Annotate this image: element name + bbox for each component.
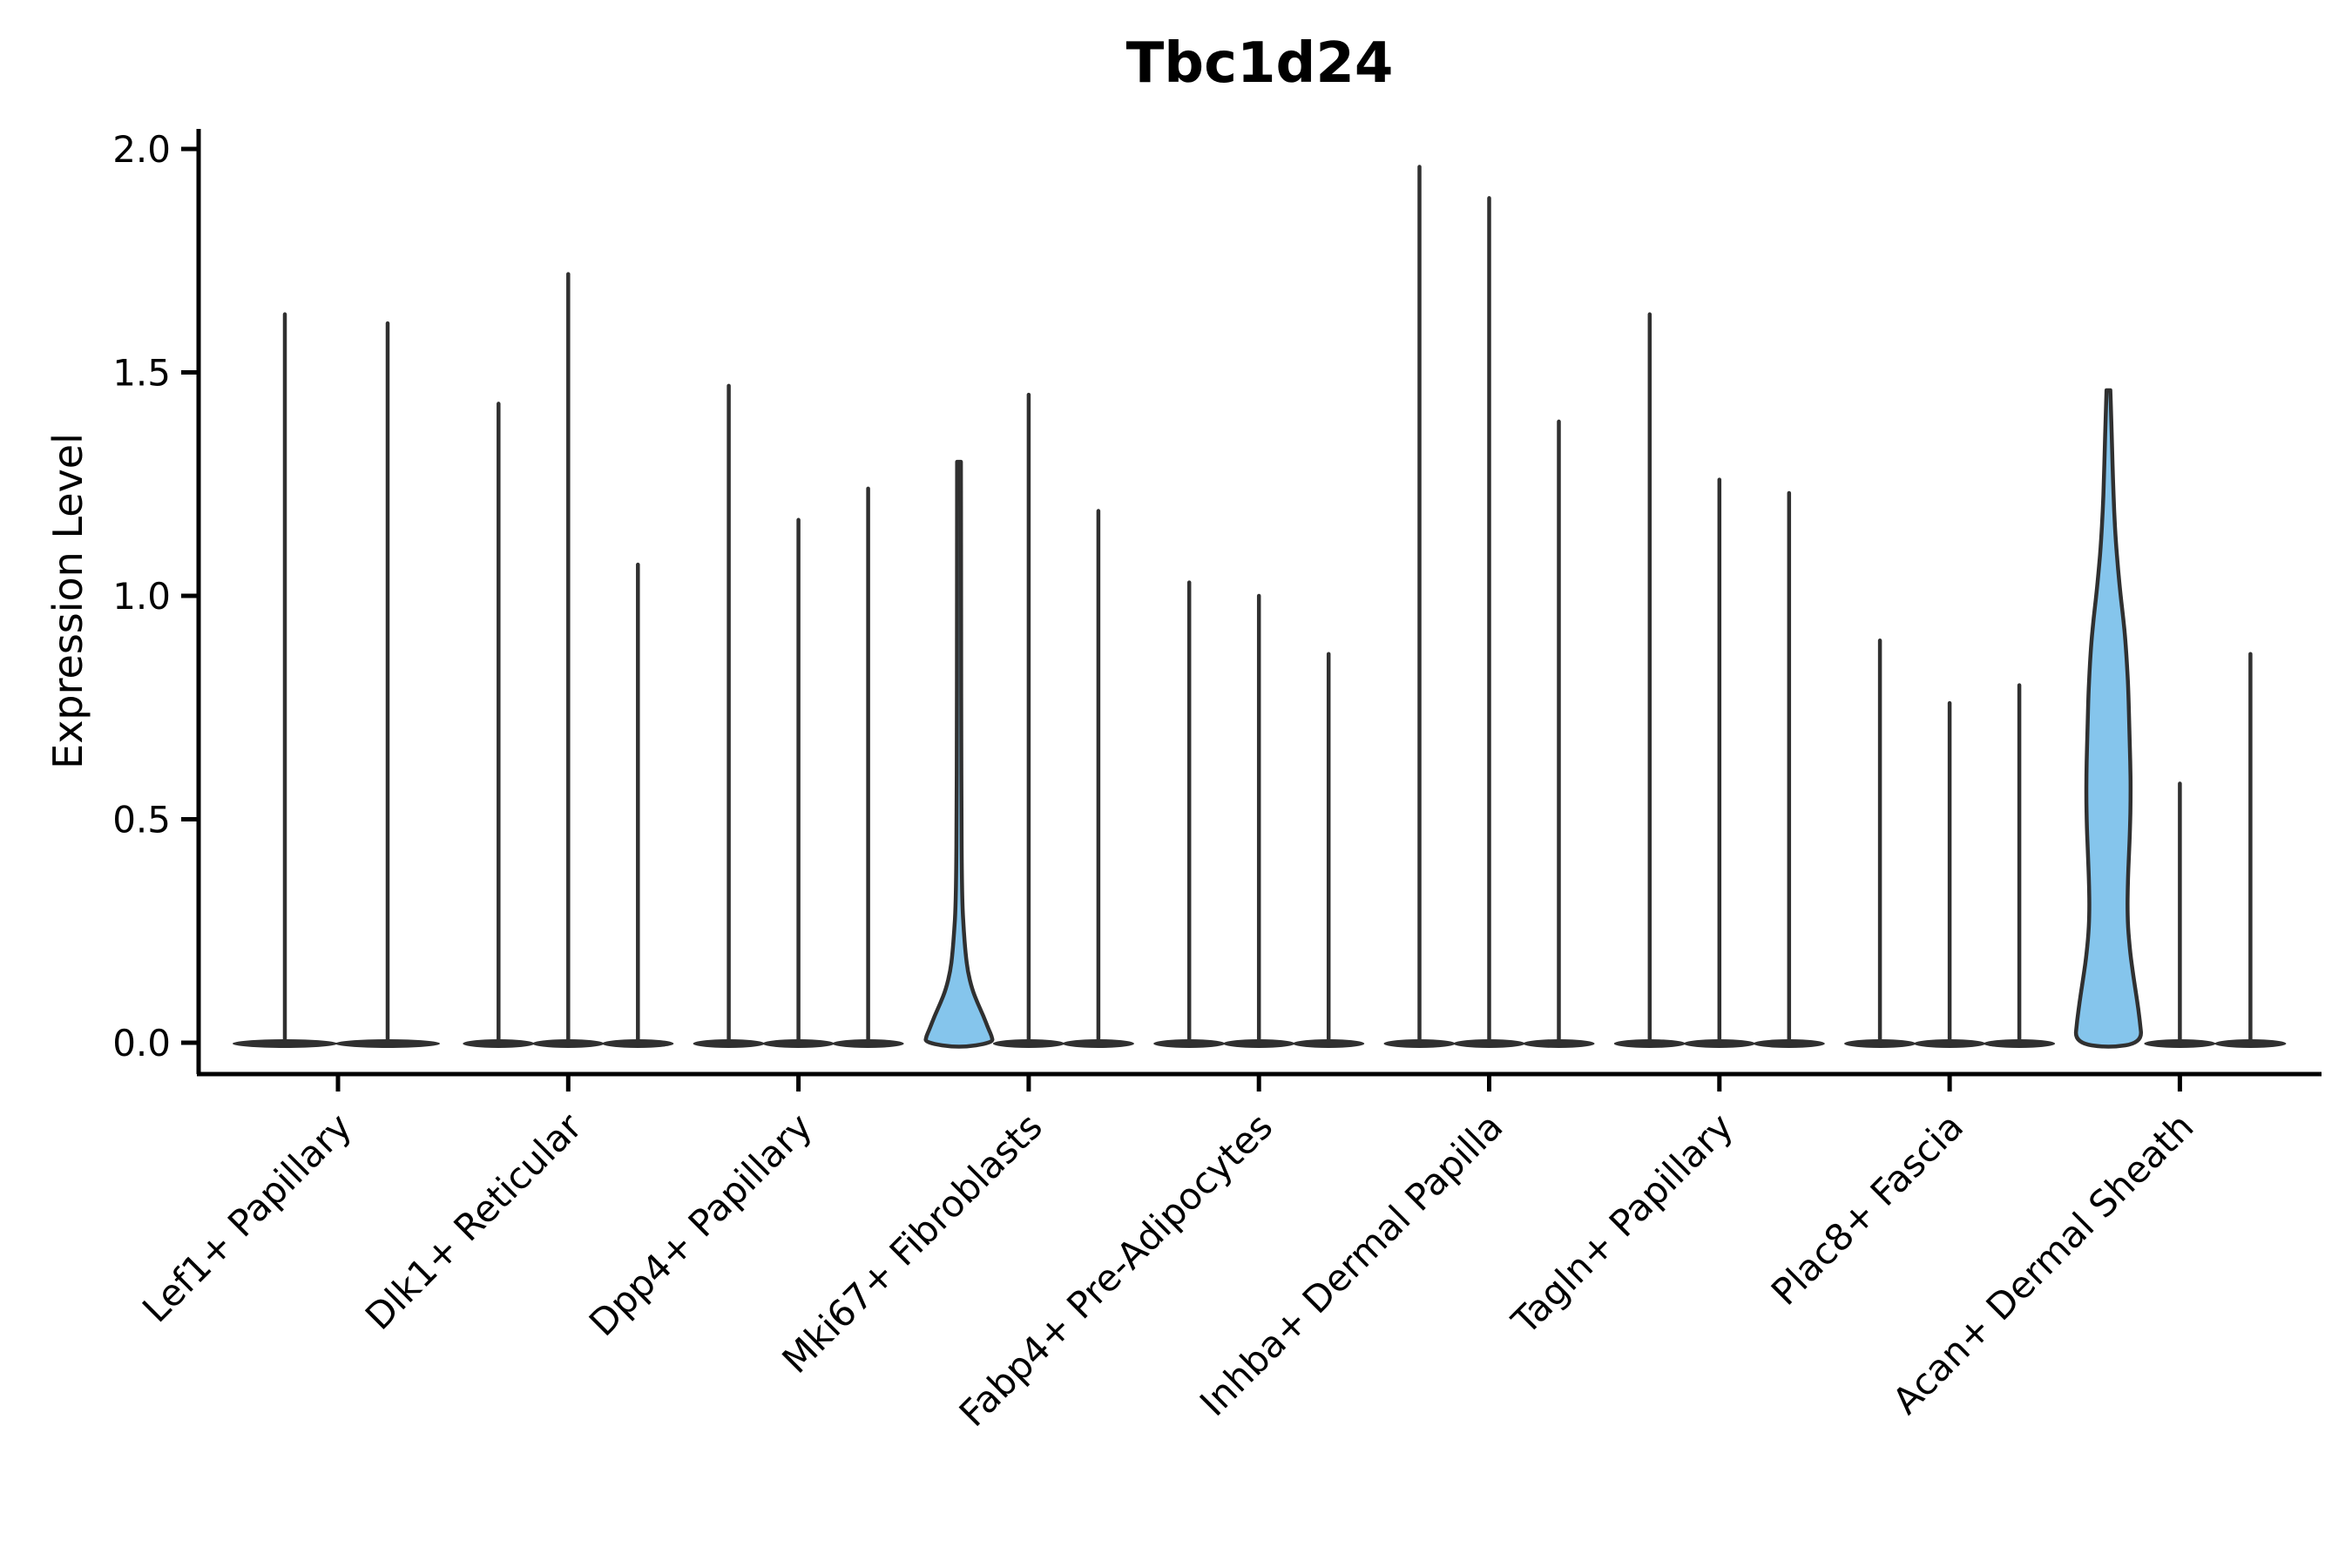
y-tick-label: 1.5 [112,352,171,395]
violin-filled-3-0 [923,459,995,1049]
x-category-label: Plac8+ Fascia [1763,1105,1971,1313]
x-category-label: Dpp4+ Papillary [581,1105,821,1344]
y-tick-label: 0.0 [112,1022,171,1064]
x-category-label: Dlk1+ Reticular [357,1105,591,1338]
y-axis-label: Expression Level [44,433,91,769]
y-tick-label: 1.0 [112,575,171,618]
y-tick-label: 0.5 [112,799,171,841]
x-category-label: Lef1+ Papillary [134,1105,360,1330]
x-category-label: Mki67+ Fibroblasts [774,1105,1050,1381]
x-category-label: Tagln+ Papillary [1503,1105,1740,1342]
violin-filled-8-0 [2073,388,2143,1049]
y-tick-label: 2.0 [112,128,171,171]
chart-title: Tbc1d24 [1125,31,1394,96]
